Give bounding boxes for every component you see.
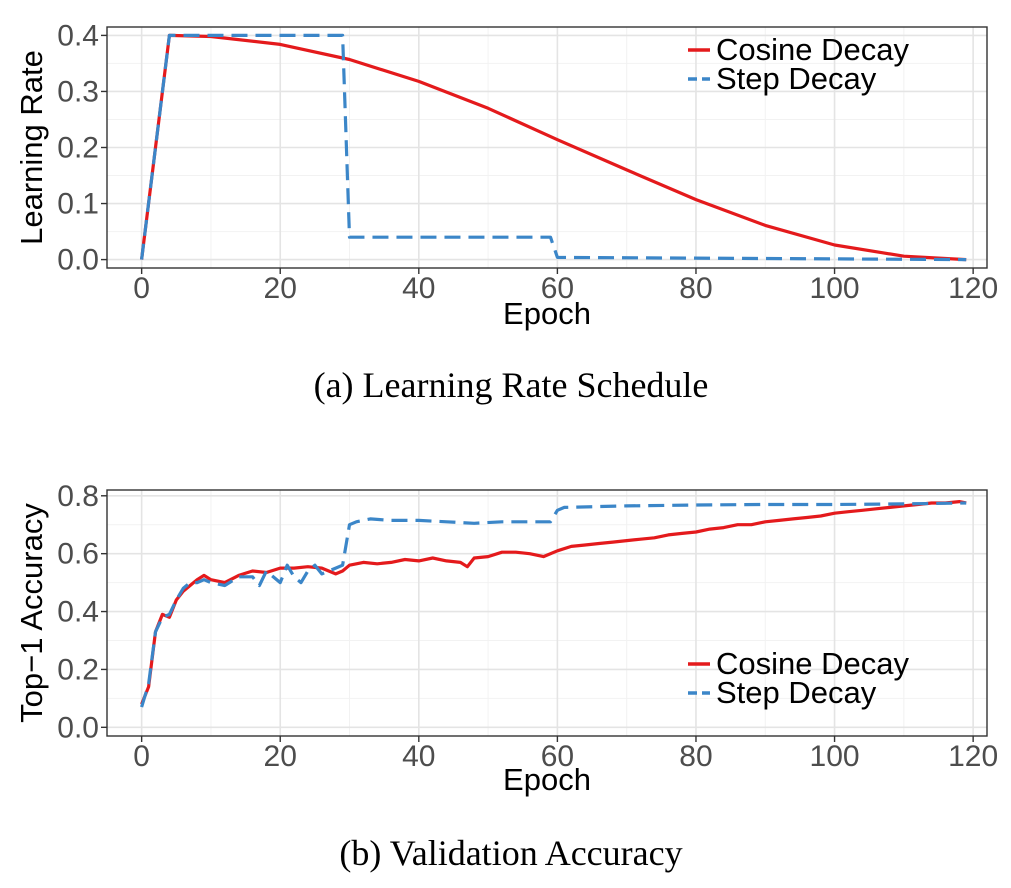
y-tick-label: 0.0 xyxy=(57,711,99,744)
gridlines xyxy=(107,27,987,268)
legend-label-step: Step Decay xyxy=(716,675,877,710)
y-tick-label: 0.4 xyxy=(57,596,99,629)
series-lines xyxy=(140,500,967,708)
x-tick-label: 0 xyxy=(133,740,150,773)
gridlines xyxy=(107,490,987,736)
plot-border xyxy=(106,489,988,737)
x-tick-label: 0 xyxy=(133,272,150,305)
y-axis-title: Top−1 Accuracy xyxy=(14,503,49,723)
x-tick-label: 60 xyxy=(541,272,574,305)
learning-rate-chart: 0 20 40 60 80 100 120 0.0 0.1 0.2 0.3 0.4 Epoch Le… xyxy=(14,19,998,405)
y-tick-labels: 0.0 0.2 0.4 0.6 0.8 xyxy=(57,480,107,744)
x-tick-label: 80 xyxy=(679,272,712,305)
x-tick-label: 120 xyxy=(948,740,998,773)
x-tick-label: 40 xyxy=(402,740,435,773)
validation-accuracy-chart: 0 20 40 60 80 100 120 0.0 0.2 0.4 0.6 0.8 Epoch To… xyxy=(14,480,998,873)
x-tick-label: 120 xyxy=(948,272,998,305)
series-line-cosine xyxy=(140,500,967,705)
y-axis-title: Learning Rate xyxy=(14,50,49,245)
legend: Cosine Decay Step Decay xyxy=(688,32,909,96)
y-tick-label: 0.6 xyxy=(57,538,99,571)
legend-label-cosine: Cosine Decay xyxy=(716,32,909,67)
x-axis-title: Epoch xyxy=(503,296,591,331)
x-tick-label: 20 xyxy=(264,272,297,305)
chart-caption: (b) Validation Accuracy xyxy=(339,833,682,873)
legend-label-cosine: Cosine Decay xyxy=(716,646,909,681)
x-tick-labels: 0 20 40 60 80 100 120 xyxy=(133,736,998,773)
x-tick-label: 100 xyxy=(810,272,860,305)
x-tick-labels: 0 20 40 60 80 100 120 xyxy=(133,268,998,305)
series-line-step xyxy=(140,33,967,262)
legend: Cosine Decay Step Decay xyxy=(688,646,909,710)
x-tick-label: 60 xyxy=(541,740,574,773)
y-tick-label: 0.3 xyxy=(57,75,99,108)
y-tick-label: 0.0 xyxy=(57,244,99,277)
y-tick-label: 0.8 xyxy=(57,480,99,513)
y-tick-label: 0.1 xyxy=(57,188,99,221)
x-tick-label: 40 xyxy=(402,272,435,305)
y-tick-label: 0.2 xyxy=(57,132,99,165)
x-axis-title: Epoch xyxy=(503,762,591,797)
series-lines xyxy=(140,33,967,262)
y-tick-label: 0.2 xyxy=(57,653,99,686)
x-tick-label: 20 xyxy=(264,740,297,773)
legend-label-step: Step Decay xyxy=(716,61,877,96)
x-tick-label: 100 xyxy=(810,740,860,773)
series-line-step xyxy=(140,501,967,708)
x-tick-label: 80 xyxy=(679,740,712,773)
y-tick-labels: 0.0 0.1 0.2 0.3 0.4 xyxy=(57,19,107,277)
y-tick-label: 0.4 xyxy=(57,19,99,52)
chart-caption: (a) Learning Rate Schedule xyxy=(314,365,709,405)
series-line-cosine xyxy=(140,33,967,262)
